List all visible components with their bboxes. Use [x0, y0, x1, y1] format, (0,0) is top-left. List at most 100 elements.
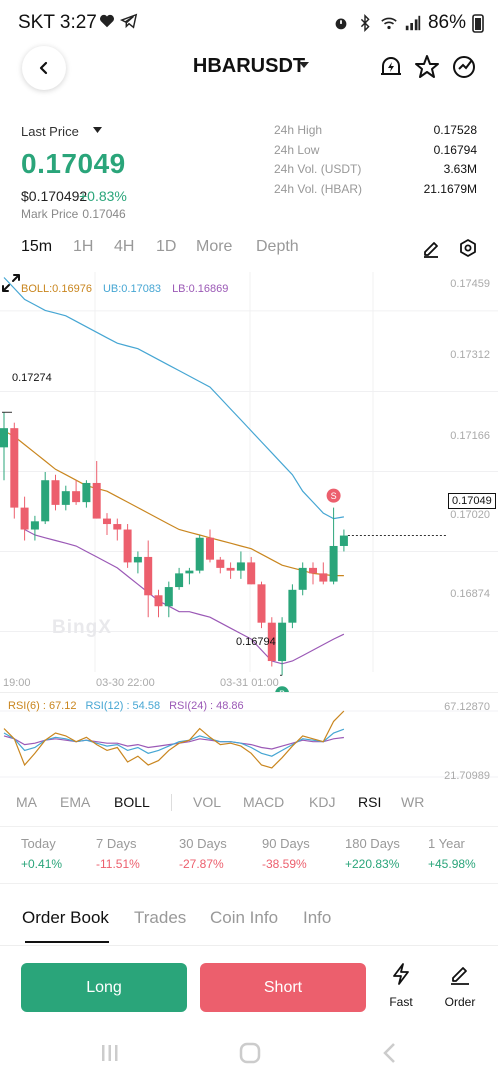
caret-down-icon[interactable]	[92, 126, 103, 135]
battery-icon	[472, 14, 484, 33]
stat-value: 3.63M	[443, 162, 477, 176]
indicator-ma[interactable]: MA	[16, 794, 37, 810]
home-icon[interactable]	[238, 1042, 262, 1064]
last-price-label[interactable]: Last Price	[21, 124, 79, 139]
price-alert-icon[interactable]	[378, 54, 404, 80]
back-nav-icon[interactable]	[380, 1042, 400, 1064]
rsi-panel: RSI(6) : 67.12 RSI(12) : 54.58 RSI(24) :…	[0, 692, 498, 784]
candle-body	[339, 535, 348, 546]
indicator-macd[interactable]: MACD	[243, 794, 285, 810]
star-icon[interactable]	[414, 54, 440, 80]
perf-180d: 180 Days +220.83%	[345, 836, 400, 871]
tab-coin-info[interactable]: Coin Info	[210, 908, 279, 927]
pen-icon	[451, 967, 469, 985]
caret-down-icon[interactable]	[298, 60, 310, 70]
tab-1h[interactable]: 1H	[73, 238, 94, 255]
stat-row: 24h High 0.17528	[274, 123, 477, 143]
long-button[interactable]: Long	[21, 963, 187, 1012]
stat-label: 24h High	[274, 123, 323, 137]
active-tab-underline	[25, 941, 109, 943]
rsi12-label: RSI(12) : 54.58	[85, 700, 161, 712]
tab-4h[interactable]: 4H	[114, 238, 135, 255]
stat-row: 24h Low 0.16794	[274, 143, 477, 163]
perf-value: +220.83%	[345, 857, 400, 871]
status-bar: SKT 3:27 86%	[0, 0, 498, 46]
rsi6-label: RSI(6) : 67.12	[8, 700, 77, 712]
perf-label: 1 Year	[428, 836, 465, 851]
recent-apps-icon[interactable]	[99, 1042, 121, 1064]
candle-body	[257, 584, 266, 623]
candle-body	[113, 524, 122, 530]
perf-label: 30 Days	[179, 836, 227, 851]
candle-body	[61, 491, 70, 505]
short-button[interactable]: Short	[200, 963, 366, 1012]
status-time: SKT 3:27	[18, 12, 97, 33]
action-bar: Long Short Fast Order	[0, 958, 498, 1020]
time-axis-label: 03-31 01:00	[220, 677, 279, 689]
signal-dot	[326, 488, 341, 503]
price-usd: $0.170492	[21, 188, 88, 204]
rsi24-label: RSI(24) : 48.86	[169, 700, 244, 712]
fast-button[interactable]: Fast	[377, 962, 425, 1014]
low-marker-label: 0.16794	[236, 636, 276, 648]
draw-pen-icon[interactable]	[421, 238, 441, 258]
candle-body	[309, 567, 317, 574]
chart-settings-icon[interactable]	[458, 238, 478, 258]
tab-order-book[interactable]: Order Book	[22, 908, 109, 927]
indicator-vol[interactable]: VOL	[193, 794, 222, 810]
candle-body	[185, 570, 194, 574]
signal-letter: S	[331, 491, 337, 501]
candle-body	[144, 556, 153, 596]
candle-body	[206, 537, 214, 560]
price-change: +0.83%	[79, 188, 127, 204]
candle-body	[10, 428, 19, 508]
back-button[interactable]	[22, 46, 66, 90]
perf-value: -38.59%	[262, 857, 307, 871]
telegram-icon	[120, 13, 138, 29]
candle-body	[267, 622, 276, 662]
candle-body	[278, 622, 287, 662]
boll-lower-line	[24, 528, 345, 665]
high-marker-label: 0.17274	[12, 372, 52, 384]
candle-body	[82, 482, 91, 503]
perf-30d: 30 Days -27.87%	[179, 836, 227, 871]
alarm-icon	[335, 18, 347, 30]
share-chart-icon[interactable]	[451, 54, 477, 80]
indicator-kdj[interactable]: KDJ	[309, 794, 336, 810]
order-button[interactable]: Order	[436, 962, 484, 1014]
candle-body	[319, 573, 328, 582]
perf-value: +0.41%	[21, 857, 63, 871]
tab-depth[interactable]: Depth	[256, 238, 299, 255]
indicator-rsi[interactable]: RSI	[358, 794, 382, 810]
price-axis-label: 0.17459	[450, 278, 490, 290]
candle-body	[247, 562, 256, 585]
pair-title[interactable]: HBARUSDT	[192, 55, 306, 77]
tab-trades[interactable]: Trades	[134, 908, 187, 927]
lightning-icon	[393, 963, 409, 985]
timeframe-bar: 15m 1H 4H 1D More Depth	[0, 230, 498, 266]
mark-price-label: Mark Price	[21, 207, 79, 221]
indicator-boll[interactable]: BOLL	[114, 794, 150, 810]
indicator-wr[interactable]: WR	[401, 794, 425, 810]
order-label: Order	[444, 995, 476, 1009]
bottom-tabs: Order Book Trades Coin Info Info	[0, 900, 498, 946]
indicator-ema[interactable]: EMA	[60, 794, 91, 810]
candlestick-chart[interactable]: SB BOLL:0.16976 UB:0.17083 LB:0.16869 0.…	[0, 272, 498, 692]
rsi-axis-top: 67.12870	[444, 701, 490, 713]
tab-more[interactable]: More	[196, 238, 233, 255]
candle-body	[175, 573, 184, 588]
mark-price-value: 0.17046	[82, 207, 126, 221]
tab-15m[interactable]: 15m	[21, 238, 53, 255]
expand-icon[interactable]	[0, 272, 22, 294]
tab-1d[interactable]: 1D	[156, 238, 177, 255]
boll-upper-line	[3, 277, 344, 520]
candle-body	[30, 521, 39, 530]
battery-percent: 86%	[427, 12, 466, 33]
rsi-axis-bottom: 21.70989	[444, 770, 490, 782]
stat-row: 24h Vol. (HBAR) 21.1679M	[274, 182, 477, 202]
tab-info[interactable]: Info	[303, 908, 332, 927]
stat-value: 21.1679M	[423, 181, 477, 196]
heart-icon	[99, 14, 115, 28]
price-axis-label: 0.17166	[450, 430, 490, 442]
candle-body	[226, 567, 235, 571]
